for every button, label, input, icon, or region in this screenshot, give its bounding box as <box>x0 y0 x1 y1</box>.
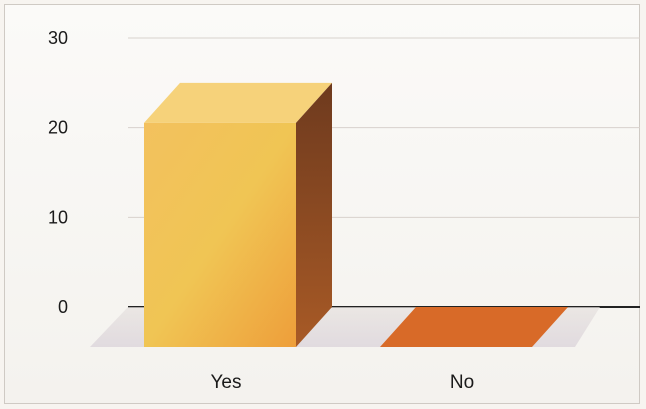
x-category-label-no: No <box>450 372 474 393</box>
bar-front-yes <box>144 122 296 347</box>
y-tick-label-20: 20 <box>48 118 68 138</box>
bar-flat-no <box>380 307 568 347</box>
y-tick-label-10: 10 <box>48 207 68 227</box>
bar-no <box>380 307 568 347</box>
y-tick-label-0: 0 <box>58 297 68 317</box>
bar-top-yes <box>144 82 332 123</box>
x-category-label-yes: Yes <box>211 372 242 393</box>
bar-side-yes <box>296 82 332 347</box>
bar-yes <box>144 82 332 347</box>
y-tick-label-30: 30 <box>48 28 68 48</box>
